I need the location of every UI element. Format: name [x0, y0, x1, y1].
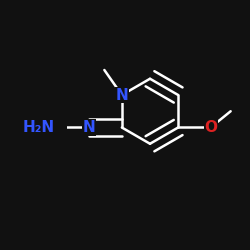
Text: N: N: [83, 120, 96, 135]
Text: N: N: [116, 88, 128, 102]
FancyBboxPatch shape: [42, 120, 67, 136]
FancyBboxPatch shape: [204, 120, 218, 136]
FancyBboxPatch shape: [115, 87, 129, 103]
Text: H₂N: H₂N: [22, 120, 54, 135]
Text: O: O: [204, 120, 217, 135]
FancyBboxPatch shape: [82, 120, 96, 136]
